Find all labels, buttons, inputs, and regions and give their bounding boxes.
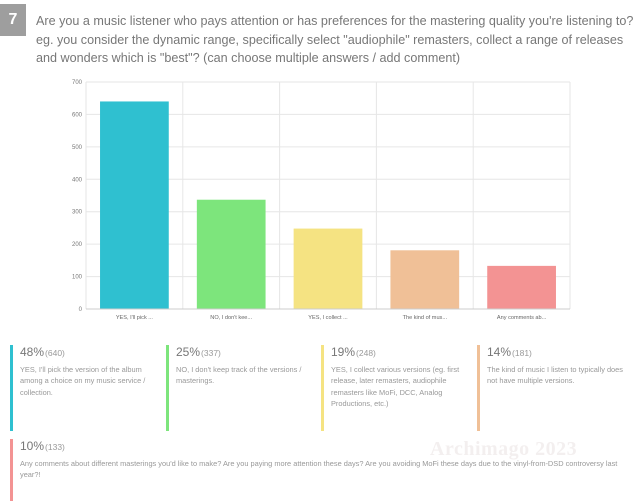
y-tick-label: 600: [72, 112, 83, 118]
chart-svg: 0 100 200 300 400 500 600 700 YES, I'll pick ...…: [72, 80, 571, 321]
watermark: Archimago 2023: [430, 438, 578, 460]
x-tick-label: YES, I collect ...: [308, 315, 348, 321]
y-tick-label: 400: [72, 177, 83, 183]
x-tick-label: NO, I don't kee...: [210, 315, 252, 321]
x-tick-label: YES, I'll pick ...: [116, 315, 154, 321]
y-tick-label: 100: [72, 275, 83, 281]
answer-color-bar: [10, 439, 13, 501]
answer-count: (248): [356, 348, 376, 358]
answer-count: (640): [45, 348, 65, 358]
answer-count: (181): [512, 348, 532, 358]
answer-text: NO, I don't keep track of the versions /…: [176, 365, 302, 386]
answer-card-comments: 10%(133) Any comments about different ma…: [10, 439, 630, 501]
answer-card-no: 25%(337) NO, I don't keep track of the v…: [166, 345, 316, 431]
answer-text: Any comments about different masterings …: [20, 459, 618, 480]
answer-color-bar: [477, 345, 480, 431]
bar-chart: 0 100 200 300 400 500 600 700 YES, I'll pick ...…: [0, 70, 640, 332]
answer-text: The kind of music I listen to typically …: [487, 365, 623, 386]
x-tick-label: The kind of mus...: [403, 315, 448, 321]
answer-count: (337): [201, 348, 221, 358]
bar-4: [487, 265, 556, 309]
answer-card-yes-pick: 48%(640) YES, I'll pick the version of t…: [10, 345, 160, 431]
bar-1: [196, 199, 266, 309]
answer-percent: 25%: [176, 345, 201, 359]
answer-text: YES, I'll pick the version of the album …: [20, 365, 146, 397]
question-text: Are you a music listener who pays attent…: [36, 14, 634, 65]
y-tick-label: 700: [72, 80, 83, 86]
answer-percent: 48%: [20, 345, 45, 359]
answer-text: YES, I collect various versions (eg. fir…: [331, 365, 460, 409]
question-number: 7: [0, 4, 26, 36]
answer-card-yes-collect: 19%(248) YES, I collect various versions…: [321, 345, 471, 431]
answer-color-bar: [166, 345, 169, 431]
bar-2: [293, 228, 363, 309]
y-tick-label: 300: [72, 210, 83, 216]
answer-color-bar: [321, 345, 324, 431]
bar-0: [100, 101, 169, 309]
y-tick-label: 500: [72, 145, 83, 151]
bar-3: [390, 250, 460, 309]
answer-color-bar: [10, 345, 13, 431]
y-tick-label: 0: [79, 307, 83, 313]
answer-percent: 10%: [20, 439, 45, 453]
answer-percent: 19%: [331, 345, 356, 359]
y-tick-label: 200: [72, 242, 83, 248]
answer-card-kind-of-music: 14%(181) The kind of music I listen to t…: [477, 345, 627, 431]
answer-count: (133): [45, 442, 65, 452]
x-tick-label: Any comments ab...: [497, 315, 547, 321]
answer-percent: 14%: [487, 345, 512, 359]
